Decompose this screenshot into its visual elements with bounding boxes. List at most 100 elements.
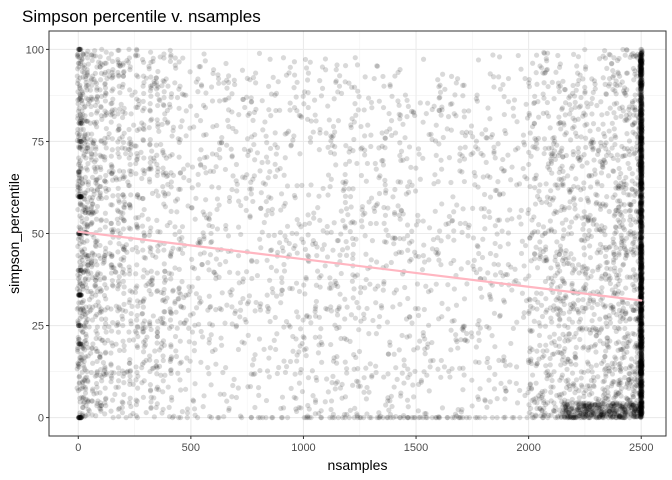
data-point [457, 365, 463, 371]
data-point [455, 345, 461, 351]
data-point [115, 249, 121, 255]
data-point [412, 368, 418, 374]
data-point [330, 411, 336, 417]
data-point [542, 69, 549, 76]
data-point [117, 136, 123, 142]
data-point [391, 241, 397, 247]
data-point [416, 414, 422, 421]
data-point [579, 325, 586, 331]
data-point [612, 366, 618, 372]
data-point [278, 207, 284, 213]
data-point [602, 271, 609, 277]
data-point [134, 369, 140, 376]
data-point [190, 398, 197, 404]
data-point [329, 380, 335, 386]
data-point [173, 65, 179, 71]
data-point [100, 260, 106, 266]
data-point [258, 245, 264, 251]
data-point [140, 394, 146, 400]
data-point [121, 218, 127, 224]
data-point [120, 192, 126, 198]
data-point [344, 411, 350, 418]
data-point [579, 407, 585, 413]
data-point [603, 202, 609, 208]
data-point [76, 292, 82, 298]
data-point [76, 322, 82, 329]
data-point [206, 293, 212, 299]
data-point [176, 105, 182, 111]
data-point [77, 292, 83, 298]
data-point [116, 60, 123, 66]
data-point [168, 179, 174, 185]
data-point [317, 126, 323, 133]
data-point [94, 331, 100, 337]
data-point [74, 385, 80, 391]
data-point [91, 191, 97, 197]
data-point [453, 80, 459, 86]
data-point [555, 185, 561, 191]
data-point [120, 173, 126, 180]
data-point [108, 408, 114, 414]
data-point [631, 252, 637, 258]
data-point [465, 233, 471, 239]
data-point [334, 354, 340, 360]
data-point [522, 276, 529, 282]
data-point [333, 78, 339, 84]
data-point [121, 391, 127, 398]
data-point [135, 74, 141, 80]
data-point [83, 337, 89, 344]
data-point [526, 385, 532, 391]
data-point [322, 399, 328, 405]
data-point [364, 160, 371, 167]
data-point [282, 233, 288, 239]
data-point [511, 279, 517, 285]
data-point [539, 407, 545, 414]
data-point [586, 392, 593, 398]
data-point [527, 235, 533, 241]
data-point [93, 348, 100, 354]
data-point [539, 199, 545, 206]
data-point [153, 363, 159, 369]
data-point [81, 204, 87, 210]
data-point [567, 188, 573, 194]
data-point [88, 260, 94, 266]
data-point [119, 368, 126, 374]
data-point [400, 211, 406, 217]
data-point [81, 193, 87, 199]
data-point [115, 220, 121, 226]
data-point [454, 202, 460, 208]
data-point [92, 283, 98, 289]
data-point [94, 64, 100, 70]
data-point [76, 46, 82, 53]
data-point [201, 393, 207, 399]
data-point [535, 99, 541, 105]
data-point [109, 227, 115, 233]
data-point [548, 188, 554, 194]
data-point [440, 71, 446, 77]
data-point [422, 336, 428, 342]
data-point [90, 73, 96, 79]
data-point [141, 318, 148, 324]
data-point [80, 379, 86, 385]
data-point [435, 235, 441, 241]
data-point [487, 174, 493, 180]
data-point [172, 198, 179, 204]
data-point [117, 63, 123, 69]
data-point [121, 246, 127, 252]
data-point [146, 63, 152, 70]
data-point [172, 298, 178, 305]
data-point [263, 414, 269, 421]
data-point [126, 155, 132, 161]
data-point [609, 120, 615, 126]
data-point [77, 143, 83, 149]
data-point [578, 154, 584, 160]
data-point [158, 344, 164, 350]
data-point [161, 79, 167, 85]
data-point [500, 82, 506, 88]
data-point [494, 187, 500, 194]
data-point [507, 362, 513, 368]
data-point [484, 359, 490, 366]
data-point [508, 264, 514, 270]
data-point [75, 339, 81, 345]
data-point [393, 251, 399, 257]
